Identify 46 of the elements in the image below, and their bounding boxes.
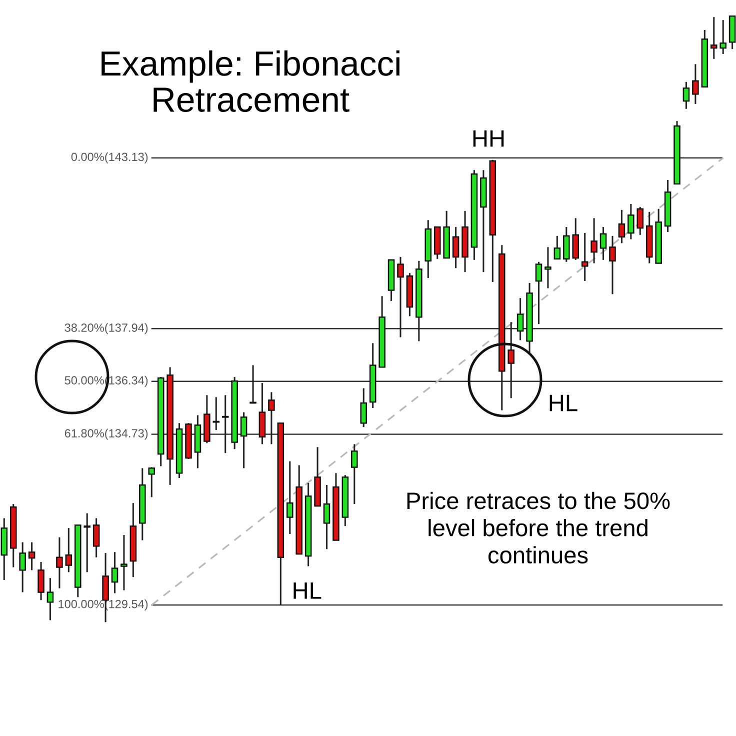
candlestick [554, 235, 561, 260]
candlestick [572, 217, 580, 261]
candlestick [28, 541, 36, 571]
candlestick [397, 256, 404, 338]
candlestick [286, 460, 294, 535]
text: Example: Fibonacci Retracement [102, 50, 400, 112]
candlestick [516, 297, 524, 341]
candlestick [46, 577, 54, 621]
annotation: Price retraces to the 50% level before the trend continues [407, 492, 670, 564]
candlestick [618, 209, 626, 244]
candlestick [452, 226, 460, 269]
ref-line-label: 38.20%(137.94) [64, 323, 148, 334]
candlestick [692, 63, 699, 105]
candlestick [84, 512, 90, 573]
candlestick [720, 19, 726, 55]
candlestick [240, 411, 248, 469]
candlestick [600, 226, 607, 261]
candlestick [609, 235, 616, 295]
candlestick [590, 217, 598, 264]
candlestick [38, 561, 44, 601]
annotation: HL [550, 394, 578, 412]
candlestick [222, 394, 229, 454]
annotation: HH [473, 130, 504, 147]
candlestick [65, 527, 72, 573]
candlestick [92, 517, 100, 558]
candlestick [544, 246, 552, 289]
candlestick [351, 443, 358, 505]
candlestick [111, 551, 118, 594]
candlestick [682, 81, 690, 110]
candlestick [360, 387, 368, 428]
annotation: HL [294, 582, 322, 599]
candlestick [250, 364, 256, 404]
candlestick [628, 203, 634, 240]
candlestick [563, 226, 570, 263]
ref-line-label: 61.80%(134.73) [64, 428, 148, 440]
candlestick [120, 534, 128, 592]
candlestick [323, 484, 330, 550]
candlestick [636, 206, 644, 236]
candlestick [268, 391, 275, 445]
candlestick [56, 536, 63, 590]
candlestick [535, 261, 542, 325]
candlestick [19, 541, 26, 593]
candlestick [710, 16, 718, 60]
ref-line-label: 0.00%(143.13) [71, 152, 148, 164]
candlestick [148, 466, 156, 498]
candlestick [581, 232, 588, 282]
